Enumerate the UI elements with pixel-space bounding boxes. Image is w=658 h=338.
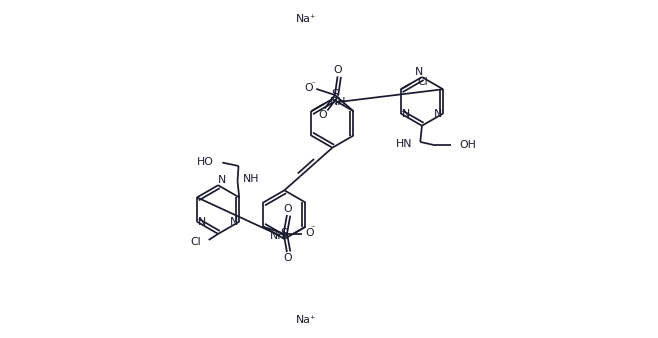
Text: N: N bbox=[434, 108, 442, 119]
Text: HO: HO bbox=[197, 156, 214, 167]
Text: O: O bbox=[333, 65, 342, 75]
Text: ⁻: ⁻ bbox=[311, 225, 315, 234]
Text: NH: NH bbox=[330, 97, 347, 107]
Text: Cl: Cl bbox=[191, 237, 201, 247]
Text: Na⁺: Na⁺ bbox=[295, 14, 316, 24]
Text: O: O bbox=[305, 228, 314, 238]
Text: O: O bbox=[284, 253, 292, 263]
Text: HN: HN bbox=[396, 139, 413, 149]
Text: O: O bbox=[305, 83, 313, 93]
Text: NH: NH bbox=[270, 231, 286, 241]
Text: ⁻: ⁻ bbox=[310, 80, 315, 89]
Text: NH: NH bbox=[243, 174, 259, 184]
Text: O: O bbox=[284, 204, 292, 214]
Text: N: N bbox=[230, 217, 238, 227]
Text: O: O bbox=[318, 110, 327, 120]
Text: N: N bbox=[217, 175, 226, 186]
Text: S: S bbox=[280, 227, 287, 240]
Text: OH: OH bbox=[459, 140, 476, 150]
Text: N: N bbox=[415, 67, 423, 77]
Text: Cl: Cl bbox=[417, 77, 428, 87]
Text: N: N bbox=[198, 217, 207, 227]
Text: Na⁺: Na⁺ bbox=[295, 315, 316, 325]
Text: N: N bbox=[402, 108, 411, 119]
Text: S: S bbox=[331, 89, 338, 101]
